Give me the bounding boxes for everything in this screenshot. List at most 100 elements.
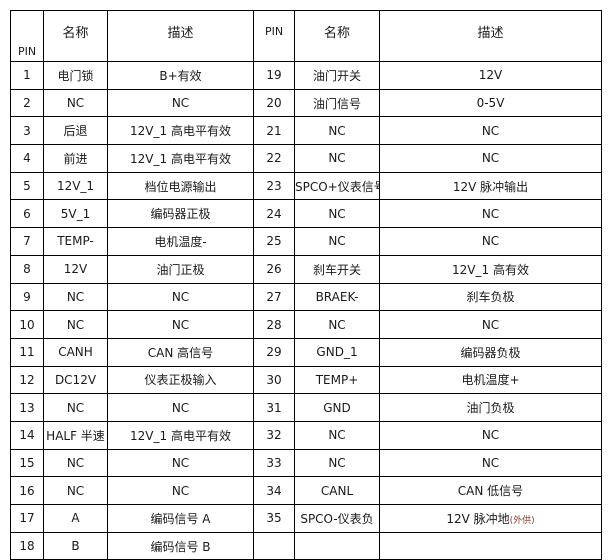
left-desc-cell: NC [107,448,254,478]
left-desc-cell: 编码器正极 [107,199,254,229]
note-text: (外供) [509,515,535,526]
right-pin-cell: 34 [253,476,295,505]
desc-text: NC [481,123,500,138]
left-name-cell: NC [43,88,108,118]
table-row: 1 电门锁 B+有效 19 油门开关 12V [10,61,602,90]
right-desc-cell: 12V_1 高有效 [379,254,602,284]
name-text: TEMP+ [315,372,359,387]
table-row: 18 B 编码信号 B [10,531,602,560]
left-desc-cell: 12V_1 高电平有效 [107,116,254,146]
right-desc-cell: 电机温度+ [379,365,602,395]
pin-text: 7 [23,234,31,249]
pin-text: 19 [266,68,282,83]
left-name-cell: NC [43,282,108,312]
desc-text: NC [171,289,190,304]
left-desc-cell: 编码信号 A [107,504,254,533]
desc-text: 12V [478,68,503,83]
desc-text: 仪表正极输入 [144,373,217,388]
name-text: BRAEK- [315,289,359,304]
name-text: NC [328,123,346,138]
pin-text: 14 [19,428,35,443]
header-name-2: 名称 [294,10,380,62]
name-text: GND [323,400,351,415]
pin-text: 15 [19,455,35,470]
right-pin-cell: 31 [253,393,295,422]
left-name-cell: NC [43,310,108,339]
name-text: 前进 [63,151,88,166]
right-name-cell [294,531,380,560]
name-text: NC [66,455,85,470]
desc-text: 档位电源输出 [144,179,217,194]
right-desc-cell: 刹车负极 [379,282,602,312]
pin-text: 12 [19,372,35,387]
left-pin-cell: 16 [10,476,44,505]
right-pin-cell: 26 [253,254,295,284]
right-name-cell: TEMP+ [294,365,380,395]
right-name-cell: NC [294,448,380,478]
left-desc-cell: NC [107,282,254,312]
pin-text: 25 [266,234,282,249]
desc-text: 编码信号 B [150,539,211,554]
right-name-cell: NC [294,227,380,256]
left-pin-cell: 10 [10,310,44,339]
name-text: 电门锁 [57,68,94,83]
pin-text: 24 [266,206,282,221]
left-desc-cell: NC [107,476,254,505]
table-row: 4 前进 12V_1 高电平有效 22 NC NC [10,144,602,173]
pin-text: 18 [19,539,35,554]
desc-text: 编码器负极 [460,345,521,360]
pin-text: 11 [19,345,35,360]
left-name-cell: 12V_1 [43,171,108,201]
pin-text: 26 [266,262,282,277]
pin-text: 23 [266,179,282,194]
name-text: 5V_1 [60,206,91,221]
desc-text: NC [171,96,190,111]
right-name-cell: NC [294,116,380,146]
name-text: NC [328,428,346,443]
left-name-cell: 前进 [43,144,108,173]
left-name-cell: TEMP- [43,227,108,256]
header-desc: 描述 [107,10,254,62]
name-text: 刹车开关 [312,262,361,277]
name-text: CANL [320,483,354,498]
name-text: NC [328,455,346,470]
table-row: 8 12V 油门正极 26 刹车开关 12V_1 高有效 [10,254,602,284]
left-pin-cell: 9 [10,282,44,312]
desc-text: 油门负极 [466,401,515,416]
right-name-cell: GND_1 [294,337,380,367]
pin-text: 34 [266,483,282,498]
table-row: 11 CANH CAN 高信号 29 GND_1 编码器负极 [10,337,602,367]
right-name-cell: NC [294,310,380,339]
pin-text: 3 [23,123,31,138]
desc-text: NC [481,234,500,249]
desc-text: 油门正极 [156,262,205,277]
left-pin-cell: 15 [10,448,44,478]
pin-text: 29 [266,345,282,360]
right-name-cell: GND [294,393,380,422]
desc-text: NC [171,455,190,470]
left-pin-cell: 7 [10,227,44,256]
pin-text: 5 [23,179,31,194]
right-pin-cell: 23 [253,171,295,201]
left-desc-cell: 档位电源输出 [107,171,254,201]
desc-text: NC [481,151,500,166]
left-pin-cell: 6 [10,199,44,229]
right-desc-cell: NC [379,199,602,229]
desc-text: NC [171,400,190,415]
name-text: NC [66,317,85,332]
left-pin-cell: 5 [10,171,44,201]
name-text: NC [66,483,85,498]
name-text: 油门开关 [312,68,361,83]
pin-text: 30 [266,372,282,387]
header-row: PIN 名称 描述 PIN 名称 描述 [10,10,602,62]
right-pin-cell: 19 [253,61,295,90]
header-desc-2: 描述 [379,10,602,62]
left-name-cell: 5V_1 [43,199,108,229]
right-desc-cell [379,531,602,560]
right-pin-cell: 20 [253,88,295,118]
table-row: 10 NC NC 28 NC NC [10,310,602,339]
header-pin-2: PIN [253,10,295,62]
right-pin-cell: 30 [253,365,295,395]
left-name-cell: 后退 [43,116,108,146]
left-pin-cell: 12 [10,365,44,395]
